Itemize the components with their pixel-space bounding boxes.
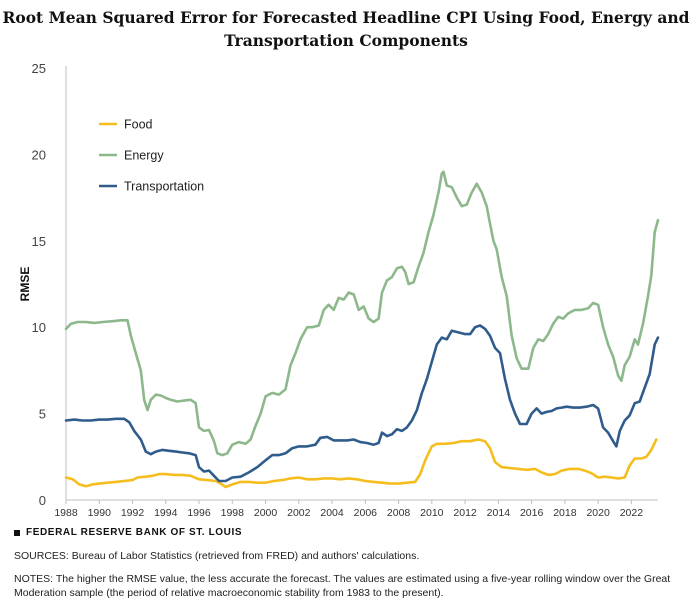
series-line-food: [64, 438, 658, 489]
x-tick-label-1992: 1992: [121, 507, 145, 519]
x-tick-label-1990: 1990: [88, 507, 112, 519]
legend-label-transportation: Transportation: [124, 180, 204, 194]
chart-title-line-1: Root Mean Squared Error for Forecasted H…: [2, 8, 690, 27]
source-org-line: FEDERAL RESERVE BANK OF ST. LOUIS: [14, 527, 242, 538]
y-tick-label-10: 10: [32, 320, 46, 335]
series-line-energy: [64, 170, 660, 457]
sources-text: SOURCES: Bureau of Labor Statistics (ret…: [14, 550, 420, 562]
x-tick-label-2006: 2006: [354, 507, 378, 519]
y-tick-label-15: 15: [32, 234, 46, 249]
y-axis-label: RMSE: [18, 267, 32, 302]
legend-label-energy: Energy: [124, 149, 164, 163]
notes-text: NOTES: The higher the RMSE value, the le…: [14, 573, 671, 599]
x-tick-label-1998: 1998: [221, 507, 245, 519]
chart-title: Root Mean Squared Error for Forecasted H…: [0, 6, 692, 52]
y-tick-label-20: 20: [32, 147, 46, 162]
y-tick-label-25: 25: [32, 61, 46, 76]
legend-label-food: Food: [124, 118, 153, 132]
source-square-icon: [14, 529, 20, 536]
x-tick-label-2000: 2000: [254, 507, 278, 519]
x-tick-label-2014: 2014: [487, 507, 511, 519]
y-tick-label-0: 0: [39, 493, 46, 508]
series-line-transportation: [64, 324, 660, 483]
y-tick-label-5: 5: [39, 407, 46, 422]
source-org-text: FEDERAL RESERVE BANK OF ST. LOUIS: [26, 527, 243, 538]
x-tick-label-2002: 2002: [287, 507, 311, 519]
chart-title-line-2: Transportation Components: [224, 31, 468, 50]
x-tick-label-1996: 1996: [187, 507, 211, 519]
x-tick-label-2016: 2016: [520, 507, 544, 519]
x-tick-label-2008: 2008: [387, 507, 411, 519]
x-tick-label-2020: 2020: [586, 507, 610, 519]
x-tick-label-2004: 2004: [320, 507, 344, 519]
x-tick-label-1988: 1988: [54, 507, 78, 519]
x-tick-label-2018: 2018: [553, 507, 577, 519]
x-tick-label-1994: 1994: [154, 507, 178, 519]
x-tick-label-2012: 2012: [453, 507, 477, 519]
x-tick-label-2022: 2022: [620, 507, 644, 519]
x-tick-label-2010: 2010: [420, 507, 444, 519]
